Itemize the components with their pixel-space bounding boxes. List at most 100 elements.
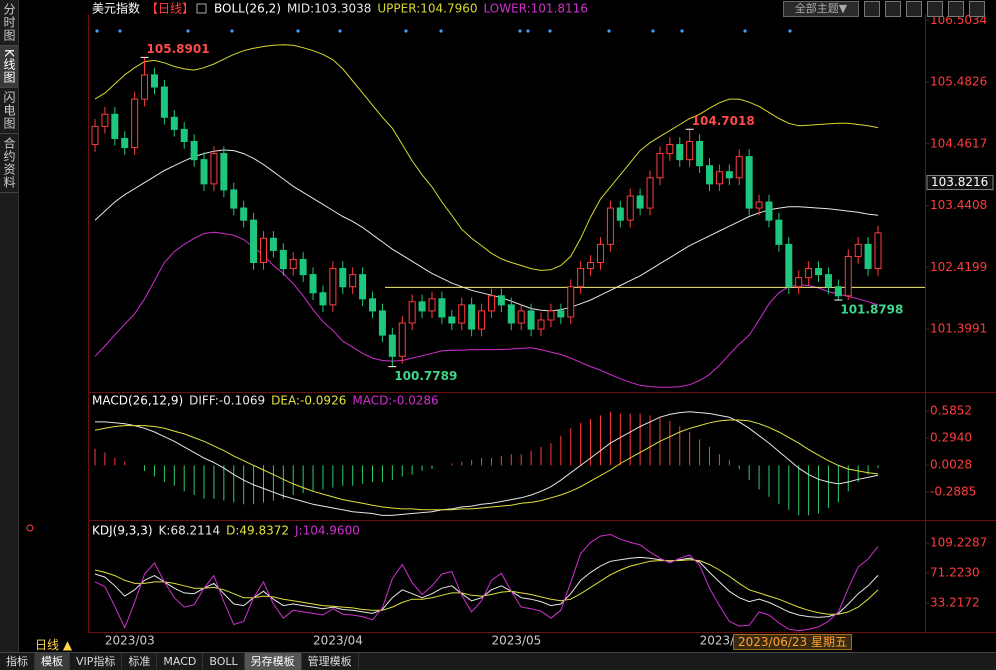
candle-body <box>279 249 287 270</box>
y-tick-label: 103.4408 <box>930 198 987 212</box>
header-text: DIFF:-0.1069 <box>189 394 265 408</box>
side-tab[interactable]: K线图 <box>0 46 18 88</box>
candle-body <box>686 140 694 161</box>
side-tab[interactable]: 分时图 <box>0 0 18 46</box>
header-text: KDJ(9,3,3) <box>92 524 153 538</box>
y-tick-label: 102.4199 <box>930 260 987 274</box>
tab[interactable]: BOLL <box>203 653 245 670</box>
sidebar: 分时图 K线图 闪电图 合约资料 <box>0 0 19 652</box>
candle-body <box>220 153 228 191</box>
candle-body <box>517 310 525 324</box>
candle-body <box>636 195 644 209</box>
candle-body <box>428 298 436 312</box>
tool-icon[interactable] <box>969 1 985 17</box>
indicator-line <box>94 559 879 615</box>
indicator-line <box>94 533 879 632</box>
chart: 美元指数 【日线】 BOLL(26,2) MID:103.3038 UPPER:104.… <box>26 0 996 648</box>
tab[interactable]: 模板 <box>35 653 70 670</box>
candle-body <box>458 304 466 324</box>
indicator-line <box>94 149 879 312</box>
tool-icon[interactable] <box>927 1 943 17</box>
candle-body <box>329 268 337 306</box>
y-tick-label: 109.2287 <box>930 536 987 550</box>
header-text: 【日线】 <box>146 2 194 16</box>
candle-body <box>91 125 99 146</box>
tool-icon[interactable] <box>885 1 901 17</box>
candle-body <box>745 156 753 209</box>
cursor-date: 2023/06/23 星期五 <box>733 634 852 650</box>
tab[interactable]: VIP指标 <box>70 653 123 670</box>
tab[interactable]: 管理模板 <box>302 653 359 670</box>
theme-button[interactable]: 全部主题▼ <box>783 1 859 17</box>
candle-body <box>854 243 862 257</box>
candle-body <box>309 274 317 294</box>
candle-body <box>210 153 218 185</box>
tab[interactable]: 另存模板 <box>244 653 302 670</box>
candle-body <box>250 219 258 264</box>
candle-body <box>656 153 664 179</box>
bottom-tabs: 指标 模板 VIP指标 标准 MACD BOLL 另存模板 管理模板 <box>0 652 996 670</box>
settings-icon[interactable] <box>26 524 34 532</box>
side-tab[interactable]: 闪电图 <box>0 88 18 134</box>
x-tick-label: 2023/04 <box>313 634 363 648</box>
candle-body <box>507 304 515 324</box>
candle-body <box>289 258 297 270</box>
candle-body <box>101 113 109 127</box>
indicator-line <box>95 411 879 516</box>
y-tick-label: 33.2172 <box>930 596 980 610</box>
candle-body <box>160 86 168 118</box>
candle-body <box>755 201 763 209</box>
candle-body <box>844 255 852 297</box>
period-selector[interactable]: 日线 ▲ <box>35 638 73 652</box>
header-text: MACD:-0.0286 <box>352 394 438 408</box>
candle-body <box>775 219 783 245</box>
header-text: 美元指数 <box>92 1 140 16</box>
candle-body <box>765 201 773 221</box>
side-tab[interactable]: 合约资料 <box>0 134 18 193</box>
tool-icon[interactable] <box>864 1 880 17</box>
indicator-line <box>94 231 879 388</box>
candle-body <box>408 301 416 324</box>
tool-icon[interactable] <box>906 1 922 17</box>
candle-body <box>418 301 426 312</box>
candle-body <box>349 274 357 288</box>
header-text: J:104.9600 <box>294 524 360 538</box>
candle-body <box>696 140 704 167</box>
candle-body <box>438 298 446 318</box>
candle-body <box>666 144 674 155</box>
candle-body <box>715 171 723 185</box>
y-tick-label: 71.2230 <box>930 566 980 580</box>
candle-body <box>577 268 585 288</box>
candle-body <box>121 137 129 149</box>
candle-body <box>805 268 813 279</box>
candle-body <box>676 144 684 161</box>
indicator-icon <box>196 3 207 14</box>
candle-body <box>170 116 178 130</box>
candle-body <box>596 243 604 264</box>
candle-body <box>815 268 823 276</box>
high-label: 105.8901 <box>147 42 210 56</box>
candle-body <box>487 295 495 312</box>
cursor-price: 103.8216 <box>931 175 988 189</box>
tool-icon[interactable] <box>948 1 964 17</box>
candle-body <box>537 319 545 330</box>
candle-body <box>547 310 555 321</box>
candle-body <box>626 195 634 221</box>
candle-body <box>369 298 377 312</box>
candle-body <box>557 310 565 318</box>
y-tick-label: 104.4617 <box>930 136 987 150</box>
candle-body <box>587 262 595 270</box>
candle-body <box>378 310 386 336</box>
tab[interactable]: 指标 <box>0 653 35 670</box>
high-label: 104.7018 <box>692 114 755 128</box>
candle-body <box>299 258 307 276</box>
y-tick-label: 0.5852 <box>930 404 972 418</box>
tab[interactable]: 标准 <box>122 653 158 670</box>
low-label: 101.8798 <box>840 303 903 317</box>
candle-body <box>259 237 267 264</box>
candle-body <box>824 274 832 288</box>
tab[interactable]: MACD <box>157 653 204 670</box>
y-tick-label: -0.2885 <box>930 485 976 499</box>
candle-body <box>319 292 327 306</box>
